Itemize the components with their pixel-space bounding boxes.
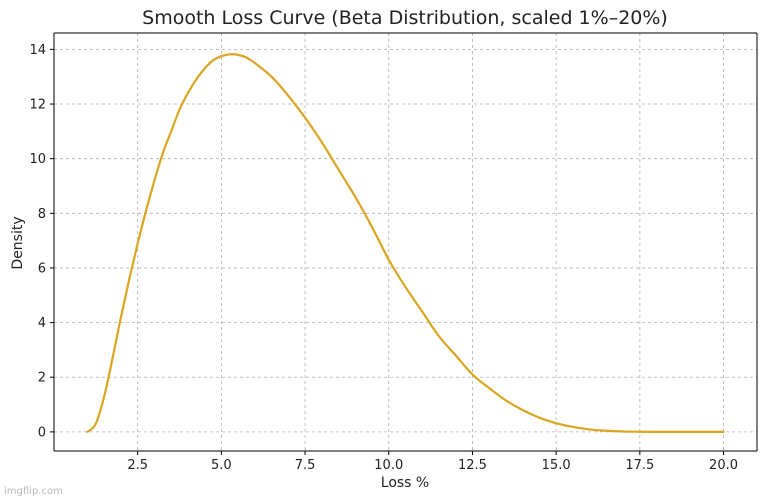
y-tick-label: 4	[38, 316, 46, 331]
y-tick-label: 8	[38, 207, 46, 222]
y-tick-label: 2	[38, 371, 46, 386]
x-tick-label: 12.5	[458, 458, 487, 473]
x-axis: 2.5 5.0 7.5 10.0 12.5 15.0 17.5 20.0	[127, 451, 738, 473]
y-tick-label: 14	[29, 43, 46, 58]
x-tick-label: 10.0	[374, 458, 403, 473]
x-axis-label: Loss %	[381, 475, 429, 491]
y-tick-label: 6	[38, 261, 46, 276]
grid	[54, 33, 757, 451]
y-tick-label: 10	[29, 152, 46, 167]
x-tick-label: 2.5	[127, 458, 148, 473]
x-tick-label: 7.5	[295, 458, 316, 473]
x-tick-label: 20.0	[709, 458, 738, 473]
plot-frame	[53, 32, 758, 452]
chart-title: Smooth Loss Curve (Beta Distribution, sc…	[142, 7, 668, 29]
y-axis: 0 2 4 6 8 10 12 14	[29, 43, 54, 440]
y-tick-label: 12	[29, 98, 46, 113]
y-tick-label: 0	[38, 425, 46, 440]
series-layer	[86, 53, 725, 433]
x-tick-label: 5.0	[211, 458, 232, 473]
x-tick-label: 15.0	[542, 458, 571, 473]
x-tick-label: 17.5	[625, 458, 654, 473]
density-line	[86, 53, 725, 433]
watermark: imgflip.com	[4, 486, 63, 497]
y-axis-label: Density	[10, 216, 26, 269]
